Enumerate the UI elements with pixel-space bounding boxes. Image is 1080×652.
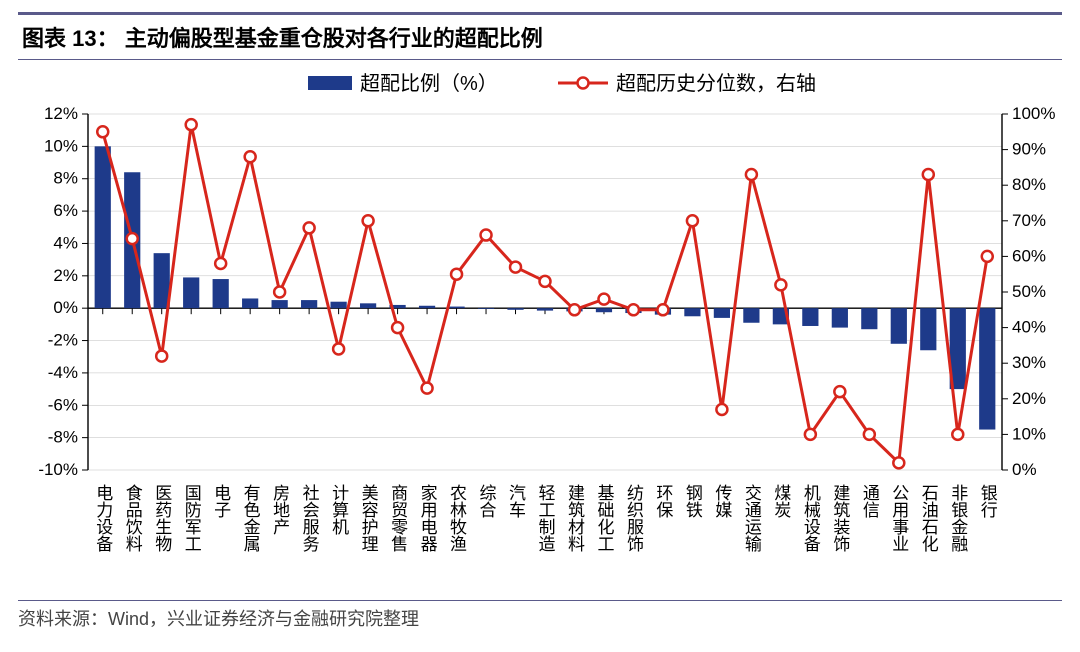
chart-area: -10% -8% -6% -4% -2% 0% 2% 4% 6% 8% 10% 12% 0% 10% 20%… — [18, 60, 1062, 600]
category-label: 公用事业 — [889, 484, 909, 552]
category-label: 家用电器 — [418, 484, 438, 552]
svg-text:70%: 70% — [1012, 211, 1046, 230]
category-label: 有色金属 — [241, 484, 261, 552]
category-label: 电子 — [211, 484, 231, 518]
category-label: 钢铁 — [683, 484, 703, 518]
svg-text:6%: 6% — [53, 201, 78, 220]
category-label: 电力设备 — [93, 484, 113, 552]
svg-text:8%: 8% — [53, 169, 78, 188]
svg-text:60%: 60% — [1012, 246, 1046, 265]
svg-text:10%: 10% — [1012, 424, 1046, 443]
svg-text:超配历史分位数，右轴: 超配历史分位数，右轴 — [616, 72, 816, 95]
category-label: 基础化工 — [594, 484, 614, 552]
svg-text:20%: 20% — [1012, 389, 1046, 408]
category-label: 医药生物 — [152, 484, 172, 552]
category-label: 农林牧渔 — [447, 484, 467, 552]
category-label: 石油石化 — [919, 484, 939, 552]
category-label: 环保 — [653, 484, 673, 518]
category-label: 汽车 — [506, 484, 525, 518]
svg-text:2%: 2% — [53, 266, 78, 285]
svg-text:0%: 0% — [53, 298, 78, 317]
svg-text:-4%: -4% — [48, 363, 78, 382]
category-label: 传媒 — [712, 484, 732, 518]
svg-text:-2%: -2% — [48, 331, 78, 350]
category-label: 商贸零售 — [388, 484, 408, 552]
svg-text:超配比例（%）: 超配比例（%） — [360, 72, 498, 95]
title-prefix: 图表 13： — [22, 26, 119, 51]
category-label: 机械设备 — [801, 484, 821, 552]
chart-title: 图表 13： 主动偏股型基金重仓股对各行业的超配比例 — [18, 12, 1062, 60]
category-label: 建筑装饰 — [830, 484, 850, 552]
category-label: 建筑材料 — [565, 484, 585, 552]
svg-text:-6%: -6% — [48, 395, 78, 414]
svg-text:100%: 100% — [1012, 104, 1055, 123]
category-label: 交通运输 — [742, 484, 762, 553]
category-label: 非银金融 — [948, 484, 968, 553]
svg-text:80%: 80% — [1012, 175, 1046, 194]
svg-text:0%: 0% — [1012, 460, 1037, 479]
svg-text:90%: 90% — [1012, 140, 1046, 159]
chart-svg: -10% -8% -6% -4% -2% 0% 2% 4% 6% 8% 10% 12% 0% 10% 20%… — [18, 60, 1062, 600]
category-label: 通信 — [860, 484, 880, 518]
title-text: 主动偏股型基金重仓股对各行业的超配比例 — [125, 26, 543, 51]
category-label: 纺织服饰 — [624, 484, 644, 552]
source-text: 资料来源：Wind，兴业证券经济与金融研究院整理 — [18, 600, 1062, 631]
svg-text:12%: 12% — [44, 104, 78, 123]
category-label: 食品饮料 — [123, 484, 142, 552]
category-label: 轻工制造 — [536, 484, 556, 552]
svg-text:50%: 50% — [1012, 282, 1046, 301]
svg-text:-10%: -10% — [38, 460, 78, 479]
svg-text:-8%: -8% — [48, 428, 78, 447]
svg-text:40%: 40% — [1012, 318, 1046, 337]
category-label: 煤炭 — [771, 484, 791, 518]
category-label: 国防军工 — [182, 484, 202, 552]
category-label: 综合 — [477, 484, 497, 518]
svg-text:4%: 4% — [53, 233, 78, 252]
category-label: 房地产 — [270, 484, 290, 535]
category-label: 社会服务 — [300, 484, 320, 552]
category-label: 计算机 — [329, 484, 349, 535]
svg-text:30%: 30% — [1012, 353, 1046, 372]
legend: 超配比例（%） 超配历史分位数，右轴 — [308, 72, 816, 95]
category-label: 银行 — [978, 484, 998, 519]
category-label: 美容护理 — [359, 484, 379, 552]
svg-text:10%: 10% — [44, 136, 78, 155]
